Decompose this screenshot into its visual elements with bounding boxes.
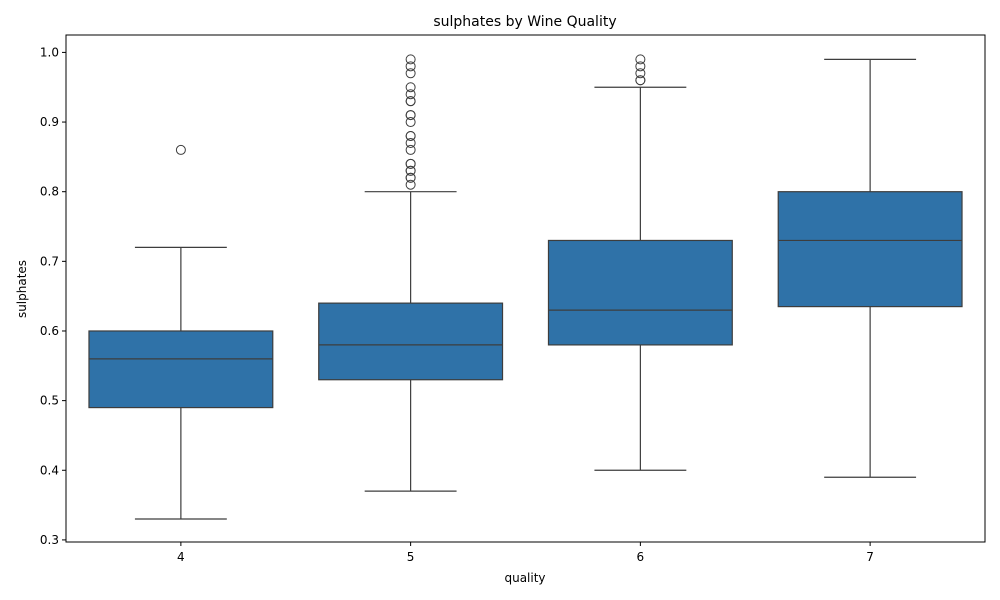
outlier-point bbox=[635, 68, 646, 79]
outlier-point bbox=[405, 172, 416, 183]
outlier-point bbox=[635, 61, 646, 72]
plot-area bbox=[88, 54, 963, 520]
outlier-point bbox=[405, 89, 416, 100]
outlier-point bbox=[405, 110, 416, 121]
box-iqr bbox=[88, 330, 274, 409]
outlier-point bbox=[405, 117, 416, 128]
plot-frame bbox=[65, 34, 986, 543]
box-group-4 bbox=[88, 144, 274, 520]
outlier-point bbox=[405, 179, 416, 190]
box-group-5 bbox=[318, 54, 504, 492]
x-tick-label: 7 bbox=[866, 550, 874, 564]
x-tick-label: 4 bbox=[177, 550, 185, 564]
x-axis-label: quality bbox=[504, 571, 545, 585]
box-iqr bbox=[777, 191, 963, 308]
outlier-point bbox=[405, 54, 416, 65]
outlier-point bbox=[405, 130, 416, 141]
outlier-point bbox=[405, 96, 416, 107]
outlier-point bbox=[635, 75, 646, 86]
outlier-point bbox=[175, 144, 186, 155]
x-tick-label: 6 bbox=[637, 550, 645, 564]
outlier-point bbox=[405, 68, 416, 79]
outlier-point bbox=[635, 54, 646, 65]
y-tick-label: 1.0 bbox=[40, 45, 59, 59]
outlier-point bbox=[405, 137, 416, 148]
y-tick-label: 0.9 bbox=[40, 115, 59, 129]
chart-title: sulphates by Wine Quality bbox=[433, 14, 616, 30]
y-tick-label: 0.4 bbox=[40, 463, 59, 477]
box-group-7 bbox=[777, 58, 963, 478]
y-tick-label: 0.5 bbox=[40, 394, 59, 408]
box-iqr bbox=[318, 302, 504, 381]
outlier-point bbox=[405, 82, 416, 93]
outlier-point bbox=[405, 144, 416, 155]
x-tick-label: 5 bbox=[407, 550, 415, 564]
y-axis: 0.3 0.4 0.5 0.6 0.7 0.8 0.9 1.0 bbox=[40, 45, 66, 547]
outlier-point bbox=[405, 61, 416, 72]
y-axis-label: sulphates bbox=[15, 260, 29, 318]
outlier-point bbox=[405, 158, 416, 169]
box-iqr bbox=[547, 239, 733, 346]
outlier-point bbox=[405, 165, 416, 176]
y-tick-label: 0.7 bbox=[40, 254, 59, 268]
y-tick-label: 0.3 bbox=[40, 533, 59, 547]
box-group-6 bbox=[547, 54, 733, 471]
x-axis: 4 5 6 7 bbox=[177, 542, 874, 564]
y-tick-label: 0.8 bbox=[40, 185, 59, 199]
y-tick-label: 0.6 bbox=[40, 324, 59, 338]
